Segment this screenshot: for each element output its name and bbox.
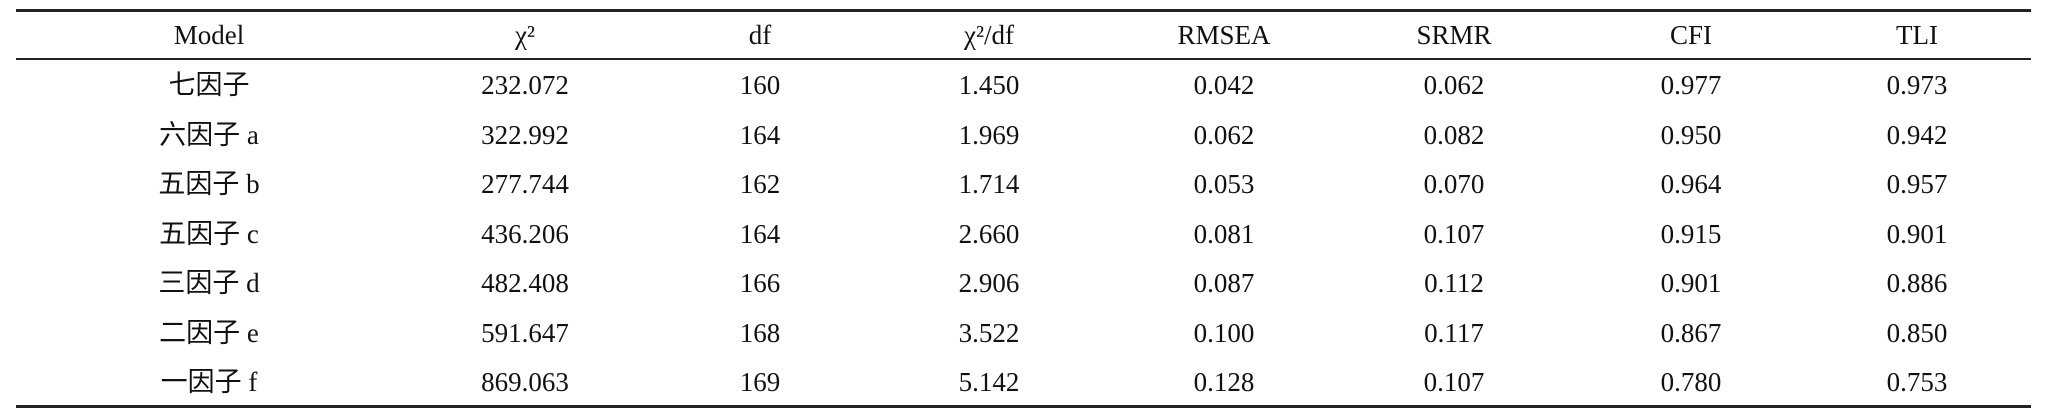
- value-cell: 0.117: [1424, 317, 1484, 348]
- value-cell: 169: [739, 367, 781, 397]
- value-cell: 0.753: [1886, 367, 1948, 397]
- value-cell: 0.977: [1660, 70, 1722, 100]
- value-cell: 0.100: [1193, 317, 1255, 348]
- value-cell: 1.969: [958, 119, 1020, 150]
- header-cell: CFI: [1669, 20, 1713, 50]
- model-cell: 三因子 d: [158, 268, 260, 298]
- bottom-rule: [16, 405, 2031, 408]
- value-cell: 0.107: [1423, 367, 1485, 397]
- value-cell: 0.087: [1193, 268, 1255, 298]
- header-cell: TLI: [1896, 20, 1938, 50]
- model-cell: 五因子 c: [159, 218, 259, 249]
- value-cell: 2.906: [958, 268, 1020, 298]
- header-cell: Model: [173, 20, 245, 50]
- value-cell: 160: [739, 70, 781, 100]
- value-cell: 0.062: [1423, 70, 1485, 100]
- header-cell: RMSEA: [1177, 20, 1271, 50]
- value-cell: 0.081: [1193, 218, 1255, 249]
- value-cell: 0.942: [1886, 119, 1948, 150]
- model-cell: 六因子 a: [159, 119, 259, 150]
- value-cell: 162: [739, 169, 781, 199]
- value-cell: 0.053: [1193, 169, 1255, 199]
- model-cell: 五因子 b: [158, 169, 260, 199]
- value-cell: 0.128: [1193, 367, 1255, 397]
- value-cell: 869.063: [481, 367, 569, 397]
- header-cell: χ²/df: [963, 20, 1015, 50]
- value-cell: 482.408: [481, 268, 569, 298]
- value-cell: 0.901: [1660, 268, 1722, 298]
- value-cell: 5.142: [958, 367, 1020, 397]
- value-cell: 0.867: [1660, 317, 1722, 348]
- value-cell: 0.973: [1886, 70, 1948, 100]
- model-cell: 一因子 f: [160, 367, 258, 397]
- value-cell: 0.780: [1660, 367, 1722, 397]
- value-cell: 0.112: [1424, 268, 1484, 298]
- value-cell: 591.647: [481, 317, 569, 348]
- value-cell: 0.957: [1886, 169, 1948, 199]
- model-cell: 七因子: [168, 70, 250, 100]
- value-cell: 0.950: [1660, 119, 1722, 150]
- value-cell: 0.107: [1423, 218, 1485, 249]
- value-cell: 168: [739, 317, 781, 348]
- value-cell: 0.070: [1423, 169, 1485, 199]
- value-cell: 0.042: [1193, 70, 1255, 100]
- header-cell: SRMR: [1416, 20, 1492, 50]
- value-cell: 277.744: [481, 169, 569, 199]
- top-rule: [16, 9, 2031, 12]
- value-cell: 2.660: [958, 218, 1020, 249]
- value-cell: 0.886: [1886, 268, 1948, 298]
- value-cell: 0.964: [1660, 169, 1722, 199]
- value-cell: 232.072: [481, 70, 569, 100]
- header-cell: χ²: [514, 20, 536, 50]
- value-cell: 436.206: [481, 218, 569, 249]
- value-cell: 3.522: [958, 317, 1020, 348]
- value-cell: 0.901: [1886, 218, 1948, 249]
- value-cell: 164: [739, 119, 781, 150]
- value-cell: 0.062: [1193, 119, 1255, 150]
- value-cell: 166: [739, 268, 781, 298]
- value-cell: 0.850: [1886, 317, 1948, 348]
- value-cell: 322.992: [481, 119, 569, 150]
- value-cell: 164: [739, 218, 781, 249]
- header-rule: [16, 58, 2031, 60]
- header-cell: df: [748, 20, 772, 50]
- value-cell: 1.450: [958, 70, 1020, 100]
- model-cell: 二因子 e: [159, 317, 259, 348]
- value-cell: 0.082: [1423, 119, 1485, 150]
- value-cell: 0.915: [1660, 218, 1722, 249]
- value-cell: 1.714: [958, 169, 1020, 199]
